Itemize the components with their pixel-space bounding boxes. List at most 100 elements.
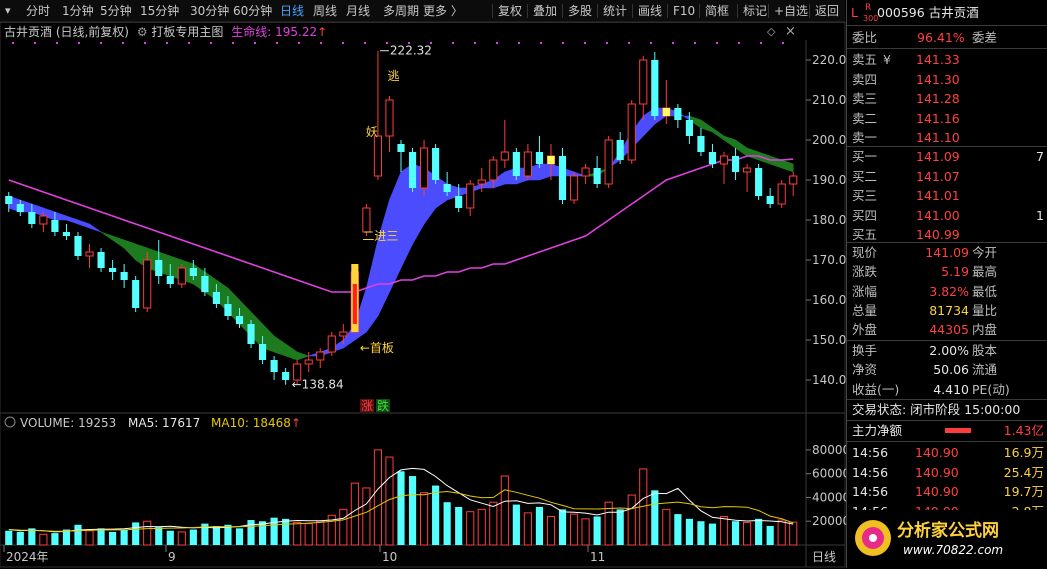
candle-body-up[interactable] xyxy=(177,267,186,285)
candle-body-down[interactable] xyxy=(697,136,705,152)
toolbar-action-0[interactable]: 复权 xyxy=(498,4,523,18)
candle-body-up[interactable] xyxy=(385,99,394,137)
candle-body-down[interactable] xyxy=(16,204,24,212)
period-tab-9[interactable]: 多周期 xyxy=(383,4,420,18)
candle-body-up[interactable] xyxy=(327,335,336,353)
candle-body-down[interactable] xyxy=(201,276,209,292)
candle-body-down[interactable] xyxy=(189,268,197,276)
trend-ribbon-segment xyxy=(539,163,552,181)
candle-body-down[interactable] xyxy=(408,152,417,188)
candle-body-up[interactable] xyxy=(85,251,94,257)
candle-body-down[interactable] xyxy=(97,252,105,268)
candle-body-down[interactable] xyxy=(74,236,82,256)
candle-body-down[interactable] xyxy=(766,196,774,204)
candle-body-down[interactable] xyxy=(62,232,71,236)
candle-body-down[interactable] xyxy=(731,156,740,172)
candle-body-down[interactable] xyxy=(455,196,463,208)
toolbar-action-3[interactable]: 统计 xyxy=(603,4,628,18)
volume-ma10-value: MA10: 18468 xyxy=(211,416,291,430)
candle-body-up[interactable] xyxy=(523,151,532,177)
candle-body-up[interactable] xyxy=(477,179,486,185)
candle-body-up[interactable] xyxy=(569,175,579,201)
candle-body-down[interactable] xyxy=(51,220,59,232)
candle-body-down[interactable] xyxy=(708,152,717,164)
volume-menu-icon[interactable] xyxy=(4,416,16,428)
candle-body-down[interactable] xyxy=(5,196,13,204)
candle-body-down[interactable] xyxy=(166,276,174,284)
candle-body-down[interactable] xyxy=(512,152,520,176)
candle-body-down[interactable] xyxy=(651,60,659,116)
period-tab-4[interactable]: 30分钟 xyxy=(190,4,230,18)
period-tab-6[interactable]: 日线 xyxy=(280,4,305,18)
settings-icon[interactable]: ⚙ xyxy=(136,25,148,39)
candle-body-up[interactable] xyxy=(316,351,325,361)
candle-body-down[interactable] xyxy=(674,108,682,120)
candle-body-up[interactable] xyxy=(743,167,752,173)
marker-dot xyxy=(672,42,674,44)
period-tab-7[interactable]: 周线 xyxy=(313,4,338,18)
candle-body-up[interactable] xyxy=(789,175,798,185)
indicator-name[interactable]: 打板专用主图 xyxy=(151,25,224,39)
candle-body-down[interactable] xyxy=(535,152,544,164)
candle-body-up[interactable] xyxy=(777,183,786,205)
collapse-icon[interactable]: ◇ xyxy=(767,25,776,38)
candle-body-up[interactable] xyxy=(719,155,729,165)
toolbar-action-8[interactable]: +自选 xyxy=(774,4,809,18)
close-icon[interactable]: × xyxy=(785,24,796,39)
candle-body-up[interactable] xyxy=(581,167,590,177)
candle-body-down[interactable] xyxy=(432,148,440,180)
candle-body-up[interactable] xyxy=(639,59,648,105)
toolbar-action-4[interactable]: 画线 xyxy=(638,4,663,18)
toolbar-action-7[interactable]: 标记 xyxy=(743,4,768,18)
candle-body-down[interactable] xyxy=(685,120,693,136)
candle-body-down[interactable] xyxy=(109,268,117,272)
candle-body-down[interactable] xyxy=(443,184,451,192)
candle-body-down[interactable] xyxy=(593,168,601,184)
candle-body-down[interactable] xyxy=(224,304,232,316)
candle-body-up[interactable] xyxy=(304,359,313,365)
candle-body-down[interactable] xyxy=(235,316,244,324)
candle-body-down[interactable] xyxy=(247,324,255,344)
candle-body-up[interactable] xyxy=(339,331,348,337)
period-tab-2[interactable]: 5分钟 xyxy=(100,4,132,18)
candle-body-up[interactable] xyxy=(143,259,152,309)
candle-body-up[interactable] xyxy=(373,135,383,177)
candle-body-down[interactable] xyxy=(558,156,567,200)
candle-body-down[interactable] xyxy=(270,360,278,372)
candle-body-up[interactable] xyxy=(489,159,498,181)
period-tab-5[interactable]: 60分钟 xyxy=(233,4,273,18)
candle-body-down[interactable] xyxy=(258,344,267,360)
candle-body-down[interactable] xyxy=(28,212,36,224)
toolbar-action-2[interactable]: 多股 xyxy=(568,4,593,18)
period-tab-1[interactable]: 1分钟 xyxy=(62,4,94,18)
candle-body-down[interactable] xyxy=(155,260,163,276)
toolbar-action-5[interactable]: F10 xyxy=(673,4,696,18)
candle-body-down[interactable] xyxy=(212,292,220,304)
candle-body-up[interactable] xyxy=(39,215,48,225)
candle-body-down[interactable] xyxy=(120,272,128,280)
candle-body-up[interactable] xyxy=(362,207,371,233)
candle-body-up[interactable] xyxy=(293,363,302,381)
candle-body-down[interactable] xyxy=(132,280,140,308)
candle-body-up[interactable] xyxy=(500,151,509,161)
candle-body-up[interactable] xyxy=(466,183,475,209)
kline-chart[interactable]: 220.00 210.00 200.00 190.00 180.00 170.00 160.… xyxy=(0,0,846,568)
candle-body-up[interactable] xyxy=(419,147,429,189)
period-tab-10[interactable]: 更多 〉 xyxy=(423,4,463,18)
toolbar-action-1[interactable]: 叠加 xyxy=(533,4,558,18)
period-tab-0[interactable]: 分时 xyxy=(26,4,51,18)
toolbar-action-6[interactable]: 简框 xyxy=(705,4,730,18)
stat-row: 外盘 44305 内盘 xyxy=(847,320,1047,339)
menu-toggle-icon[interactable]: ▾ xyxy=(5,4,11,17)
candle-body-down[interactable] xyxy=(397,144,405,152)
candle-body-down[interactable] xyxy=(282,372,290,380)
candle-body-up[interactable] xyxy=(627,103,636,161)
volume-bar-up xyxy=(477,508,486,546)
period-tab-8[interactable]: 月线 xyxy=(346,4,371,18)
trend-ribbon-segment xyxy=(100,231,113,241)
candle-body-up[interactable] xyxy=(604,139,613,185)
period-tab-3[interactable]: 15分钟 xyxy=(140,4,180,18)
candle-body-down[interactable] xyxy=(755,168,763,196)
toolbar-action-9[interactable]: 返回 xyxy=(815,4,840,18)
candle-body-down[interactable] xyxy=(616,140,624,160)
